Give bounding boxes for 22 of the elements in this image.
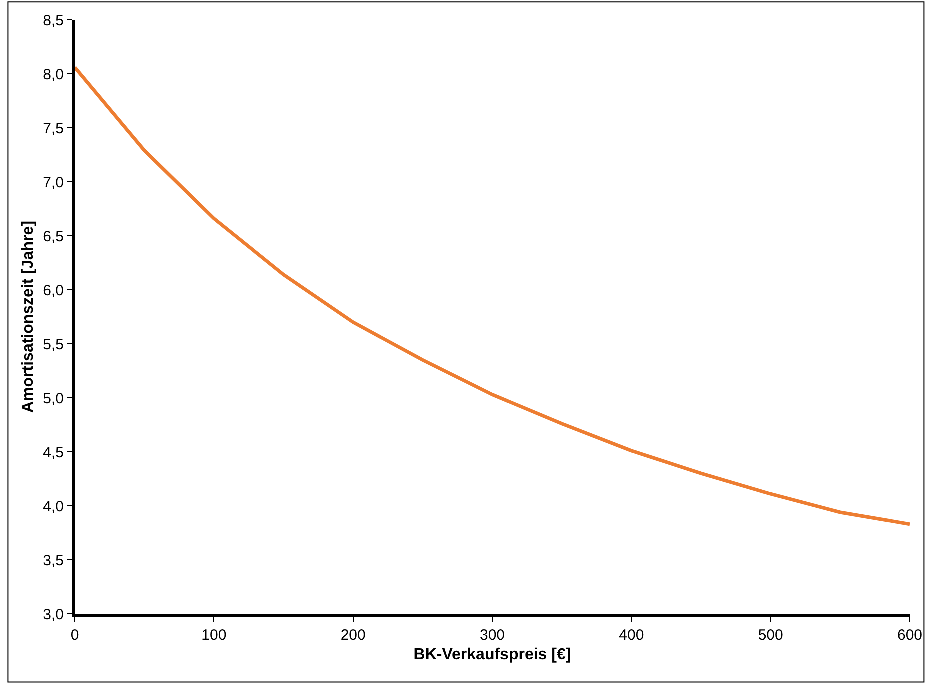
y-tick-label: 8,5 <box>43 12 64 30</box>
x-tick-label: 600 <box>897 627 923 644</box>
line-series <box>75 66 910 526</box>
y-tick-label: 6,5 <box>43 228 64 246</box>
y-tick-label: 5,5 <box>43 336 64 354</box>
x-axis-title: BK-Verkaufspreis [€] <box>414 646 572 664</box>
y-axis-title: Amortisationszeit [Jahre] <box>20 220 38 414</box>
y-tick-label: 4,0 <box>43 498 64 516</box>
y-tick-label: 5,0 <box>43 390 64 408</box>
y-tick-label: 3,0 <box>43 606 64 624</box>
y-tick-label: 8,0 <box>43 66 64 84</box>
x-tick-label: 400 <box>619 627 644 644</box>
x-tick-label: 300 <box>480 627 506 644</box>
x-tick-label: 200 <box>340 627 366 644</box>
x-tick-label: 100 <box>202 627 227 644</box>
x-tick-label: 500 <box>758 627 784 644</box>
y-tick-label: 3,5 <box>43 552 64 570</box>
y-tick-label: 4,5 <box>43 444 64 462</box>
y-tick-label: 7,5 <box>43 120 64 138</box>
y-tick-label: 6,0 <box>43 282 64 300</box>
x-tick-label: 0 <box>70 627 80 644</box>
y-tick-label: 7,0 <box>43 174 64 192</box>
